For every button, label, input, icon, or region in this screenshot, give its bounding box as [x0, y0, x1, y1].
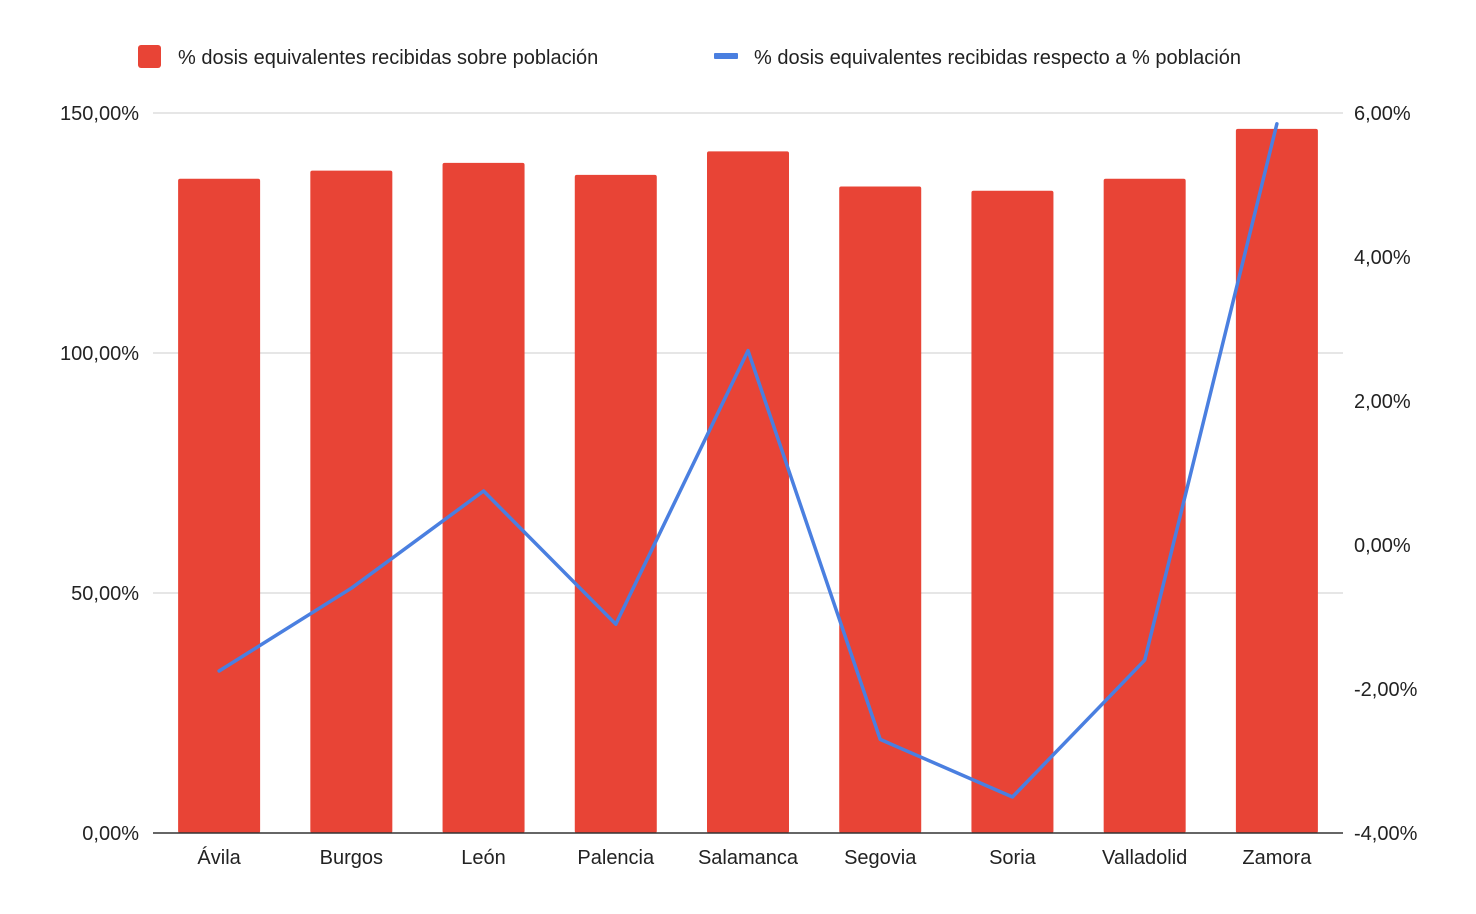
x-axis-category-label: Zamora	[1242, 847, 1312, 869]
x-axis: Ávila Burgos León Palencia Salamanca Segovia S…	[197, 846, 1312, 869]
bar	[442, 162, 525, 834]
left-axis-tick-label: 0,00%	[82, 823, 139, 845]
legend-label-line: % dosis equivalentes recibidas respecto …	[754, 47, 1241, 69]
x-axis-category-label: Palencia	[577, 847, 655, 869]
right-axis-tick-label: 0,00%	[1354, 535, 1411, 557]
line-series	[217, 122, 1279, 799]
x-axis-category-label: León	[461, 847, 506, 869]
right-axis-tick-label: 6,00%	[1354, 103, 1411, 125]
legend-swatch-bars	[138, 45, 161, 68]
left-axis-tick-label: 100,00%	[60, 343, 139, 365]
right-axis-tick-label: 4,00%	[1354, 247, 1411, 269]
x-axis-category-label: Soria	[989, 847, 1037, 869]
bar	[707, 151, 789, 833]
x-axis-category-label: Segovia	[844, 847, 917, 869]
bar	[839, 186, 922, 833]
x-axis-category-label: Burgos	[320, 847, 383, 869]
left-axis-tick-label: 50,00%	[71, 583, 139, 605]
right-axis-tick-label: -2,00%	[1354, 679, 1418, 701]
bar	[574, 174, 657, 834]
bar	[971, 190, 1054, 833]
bar	[1103, 178, 1186, 833]
legend-label-bars: % dosis equivalentes recibidas sobre pob…	[178, 47, 598, 69]
x-axis-category-label: Salamanca	[698, 847, 799, 869]
legend-swatch-line	[714, 53, 738, 59]
bar-series	[178, 128, 1318, 834]
legend: % dosis equivalentes recibidas sobre pob…	[138, 45, 1241, 69]
bar	[310, 170, 393, 834]
bar	[178, 178, 261, 833]
left-y-axis: 0,00% 50,00% 100,00% 150,00%	[60, 103, 139, 845]
right-axis-tick-label: -4,00%	[1354, 823, 1418, 845]
right-axis-tick-label: 2,00%	[1354, 391, 1411, 413]
x-axis-category-label: Ávila	[197, 846, 241, 869]
bar	[1235, 128, 1318, 834]
x-axis-category-label: Valladolid	[1102, 847, 1187, 869]
series-line	[217, 122, 1279, 799]
left-axis-tick-label: 150,00%	[60, 103, 139, 125]
right-y-axis: -4,00% -2,00% 0,00% 2,00% 4,00% 6,00%	[1354, 103, 1418, 845]
